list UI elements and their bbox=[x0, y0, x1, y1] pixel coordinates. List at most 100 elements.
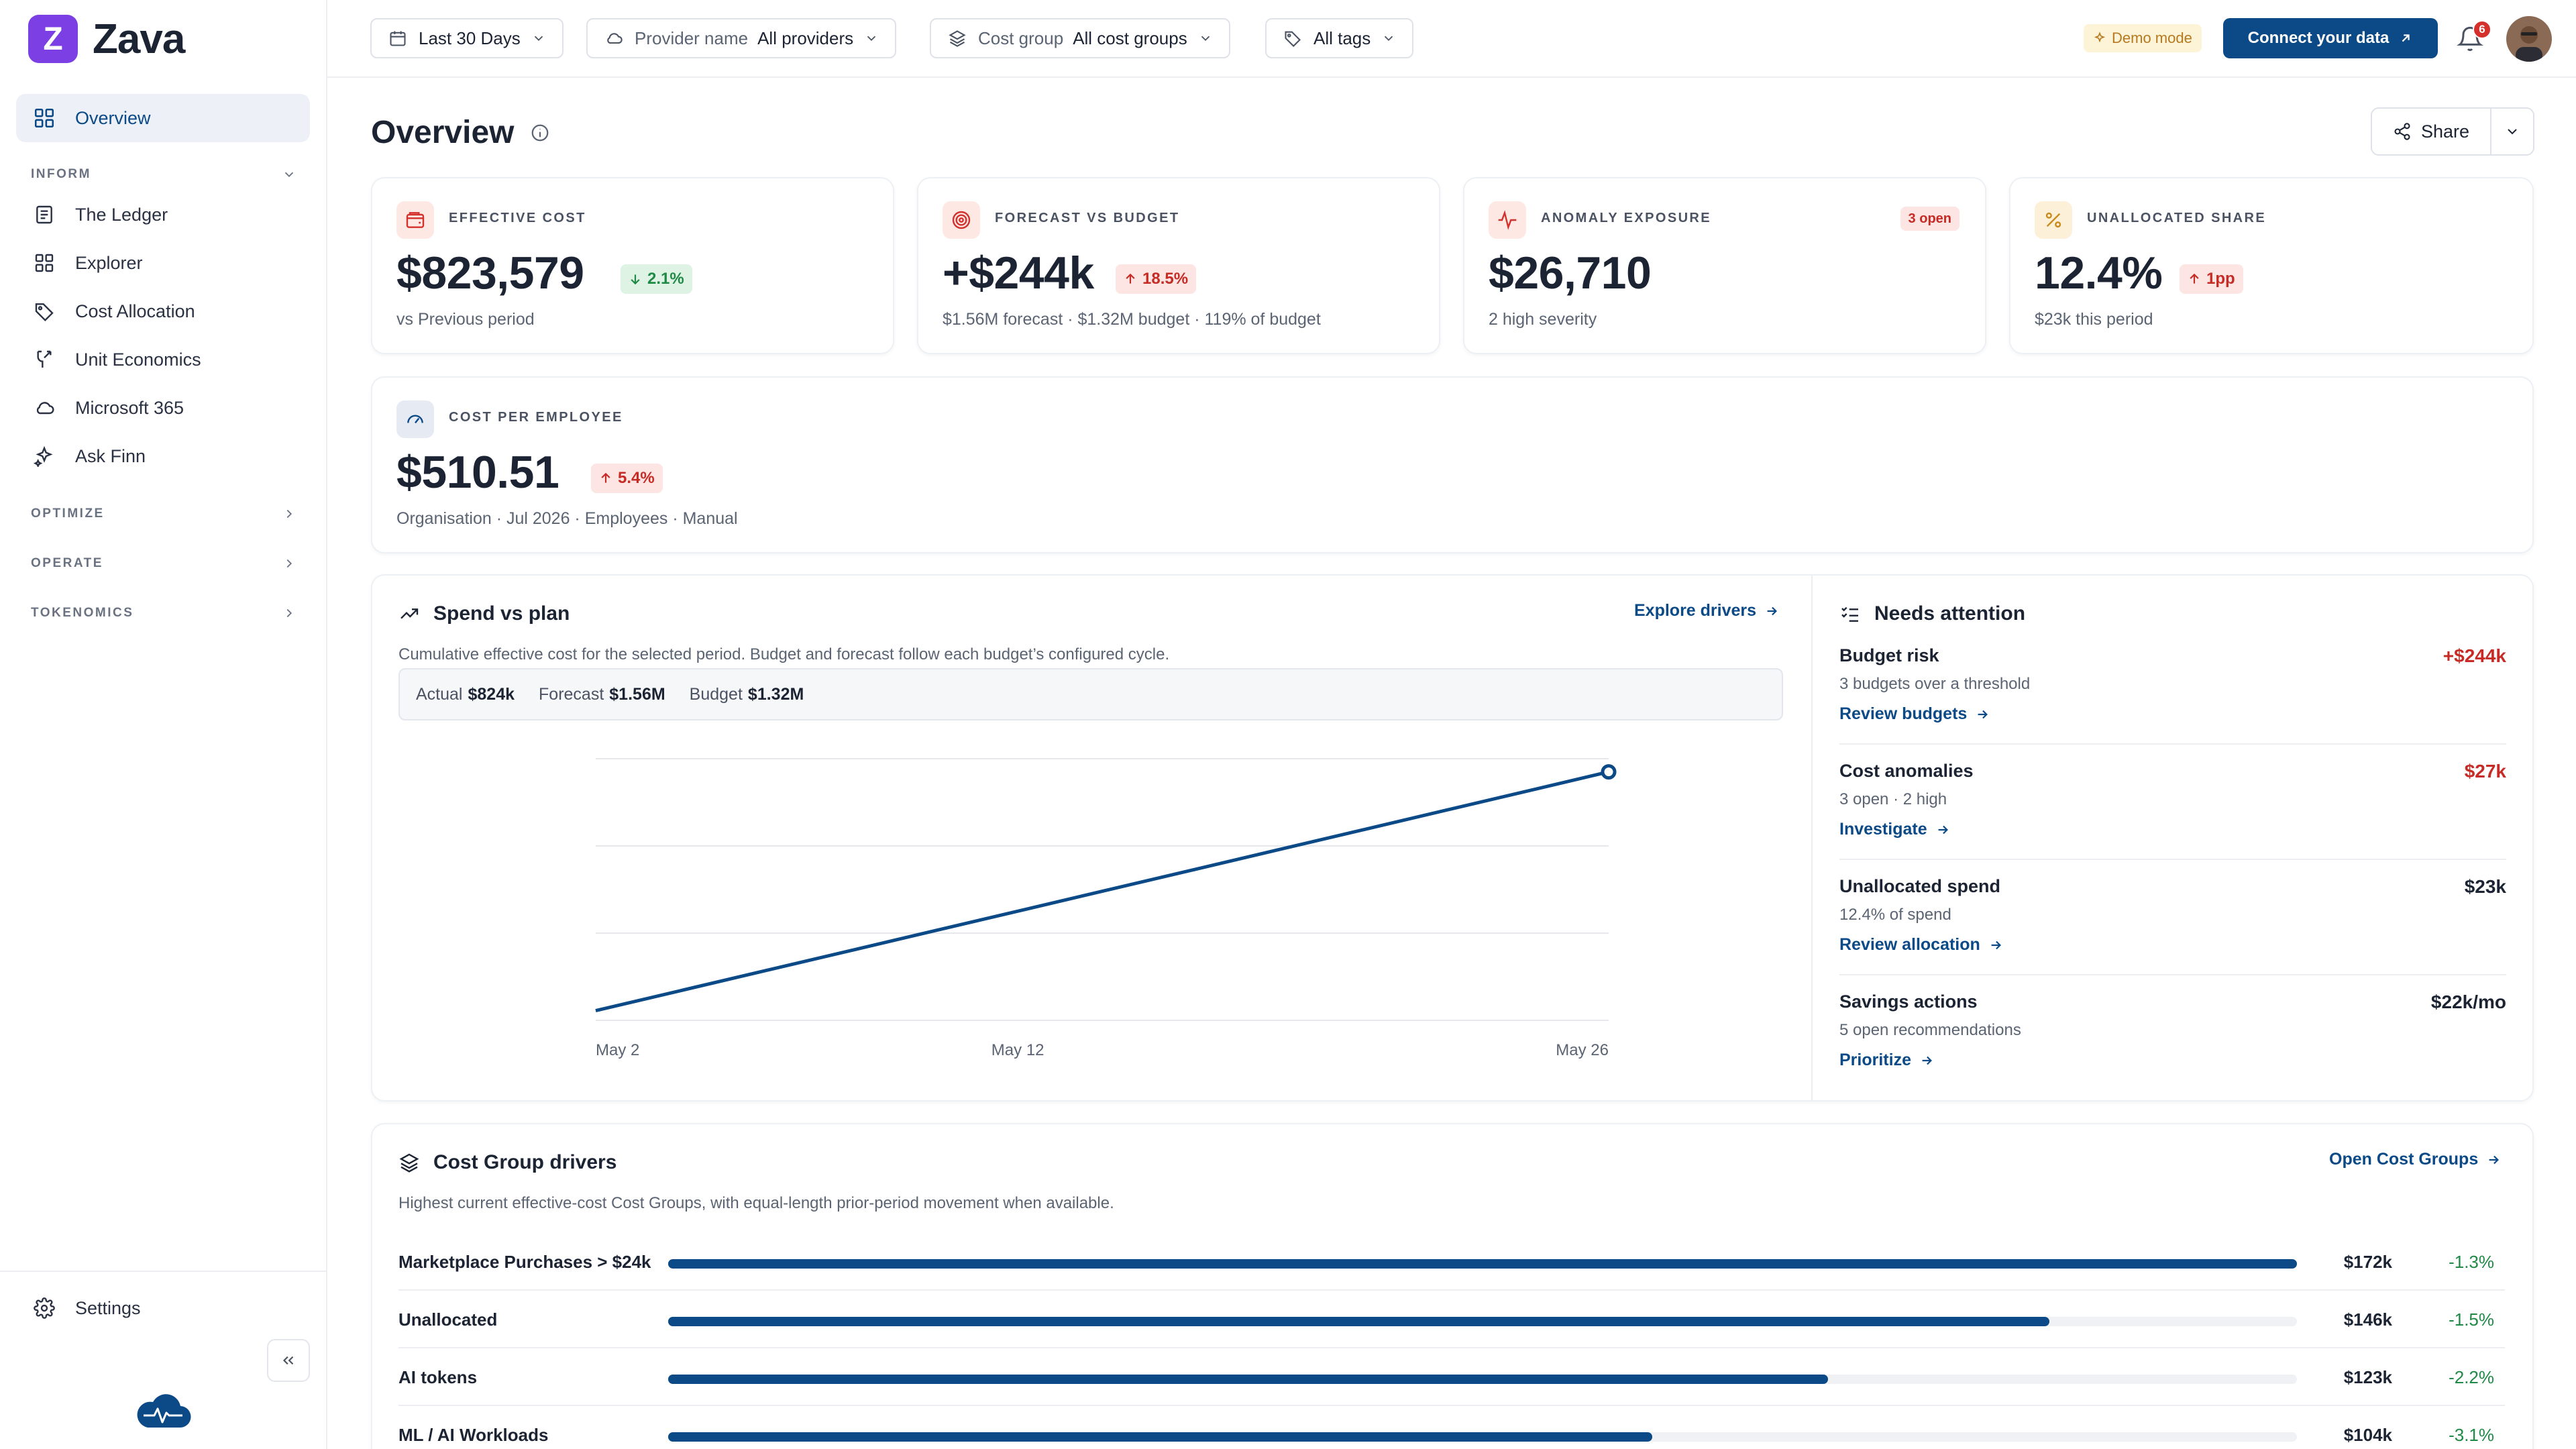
tags-filter[interactable]: All tags bbox=[1265, 18, 1414, 58]
sidebar-item-cost-allocation[interactable]: Cost Allocation bbox=[16, 287, 310, 335]
dashboard-icon bbox=[31, 105, 58, 131]
sidebar-item-label: Ask Finn bbox=[75, 445, 146, 466]
action-label: Review budgets bbox=[1839, 704, 1968, 723]
sidebar-item-microsoft-365[interactable]: Microsoft 365 bbox=[16, 384, 310, 432]
chevron-down-icon bbox=[1381, 31, 1396, 46]
review-budgets-link[interactable]: Review budgets bbox=[1839, 704, 1990, 724]
kpi-label: ANOMALY EXPOSURE bbox=[1541, 211, 1712, 225]
section-title-text: Cost Group drivers bbox=[433, 1151, 617, 1173]
page-title-text: Overview bbox=[371, 115, 515, 150]
prioritize-link[interactable]: Prioritize bbox=[1839, 1051, 1934, 1070]
driver-row[interactable]: AI tokens $123k -2.2% bbox=[398, 1348, 2505, 1406]
driver-bar-fill bbox=[668, 1375, 1828, 1384]
info-icon[interactable] bbox=[530, 123, 550, 143]
sidebar-item-settings[interactable]: Settings bbox=[16, 1284, 310, 1332]
app-logo[interactable]: Z Zava bbox=[28, 15, 185, 63]
attention-value: $22k/mo bbox=[2430, 991, 2506, 1012]
investigate-link[interactable]: Investigate bbox=[1839, 820, 1950, 839]
legend-budget: Budget $1.32M bbox=[690, 685, 804, 704]
driver-name: Unallocated bbox=[398, 1309, 498, 1330]
sparkle-icon bbox=[2093, 32, 2106, 45]
kpi-delta-value: 5.4% bbox=[618, 469, 655, 487]
sidebar-item-label: Microsoft 365 bbox=[75, 397, 184, 418]
link-label: Explore drivers bbox=[1634, 601, 1757, 620]
provider-filter[interactable]: Provider name All providers bbox=[586, 18, 897, 58]
attention-title: Unallocated spend bbox=[1839, 876, 2001, 896]
section-title-text: Needs attention bbox=[1874, 602, 2026, 625]
legend-label: Actual bbox=[416, 684, 463, 704]
cost-group-filter[interactable]: Cost group All cost groups bbox=[930, 18, 1230, 58]
kpi-delta: 18.5% bbox=[1116, 264, 1197, 294]
kpi-card-cost-per-employee[interactable]: COST PER EMPLOYEE $510.51 5.4% Organisat… bbox=[371, 376, 2534, 553]
sidebar-item-label: Settings bbox=[75, 1297, 141, 1318]
kpi-subtext: Organisation · Jul 2026 · Employees · Ma… bbox=[396, 509, 738, 528]
calendar-icon bbox=[388, 28, 408, 48]
share-button[interactable]: Share bbox=[2372, 109, 2491, 154]
kpi-label: UNALLOCATED SHARE bbox=[2087, 211, 2267, 225]
driver-amount: $146k bbox=[2343, 1309, 2392, 1330]
divider bbox=[1839, 974, 2506, 975]
driver-name: AI tokens bbox=[398, 1367, 478, 1387]
sidebar-item-label: The Ledger bbox=[75, 204, 168, 225]
sidebar-section-inform[interactable]: INFORM bbox=[31, 161, 297, 188]
section-label: TOKENOMICS bbox=[31, 606, 134, 620]
cost-group-drivers-card bbox=[371, 1123, 2534, 1449]
chevron-down-icon bbox=[1198, 31, 1213, 46]
kpi-value: $823,579 bbox=[396, 248, 584, 299]
action-label: Prioritize bbox=[1839, 1051, 1911, 1069]
kpi-card-effective-cost[interactable]: EFFECTIVE COST $823,579 2.1% vs Previous… bbox=[371, 177, 894, 354]
provider-value: All providers bbox=[757, 28, 854, 48]
driver-bar-track bbox=[668, 1375, 2297, 1384]
demo-mode-badge: Demo mode bbox=[2084, 24, 2202, 52]
review-allocation-link[interactable]: Review allocation bbox=[1839, 935, 2003, 955]
attention-item-savings-actions: Savings actions $22k/mo 5 open recommend… bbox=[1839, 991, 2506, 1072]
collapse-sidebar-button[interactable] bbox=[267, 1339, 310, 1382]
share-options-button[interactable] bbox=[2491, 123, 2533, 140]
tags-value: All tags bbox=[1313, 28, 1371, 48]
spend-vs-plan-description: Cumulative effective cost for the select… bbox=[398, 645, 1170, 663]
sidebar-item-unit-economics[interactable]: Unit Economics bbox=[16, 335, 310, 384]
sidebar-item-explorer[interactable]: Explorer bbox=[16, 239, 310, 287]
arrow-up-right-icon bbox=[2398, 31, 2413, 46]
connect-label: Connect your data bbox=[2247, 29, 2390, 47]
cost-group-drivers-title: Cost Group drivers bbox=[398, 1151, 616, 1174]
data-point-actual-end bbox=[1601, 764, 1617, 780]
attention-title: Cost anomalies bbox=[1839, 761, 1974, 781]
spend-vs-plan-chart[interactable] bbox=[398, 738, 1783, 1046]
attention-title: Budget risk bbox=[1839, 645, 1939, 665]
kpi-label: COST PER EMPLOYEE bbox=[449, 410, 623, 425]
kpi-card-forecast-vs-budget[interactable]: FORECAST VS BUDGET +$244k 18.5% $1.56M f… bbox=[917, 177, 1440, 354]
legend-label: Budget bbox=[689, 684, 743, 704]
x-tick-label: May 12 bbox=[991, 1041, 1044, 1059]
connect-data-button[interactable]: Connect your data bbox=[2223, 18, 2438, 58]
arrow-up-icon bbox=[1126, 273, 1135, 284]
sidebar-item-ask-finn[interactable]: Ask Finn bbox=[16, 432, 310, 480]
kpi-card-unallocated-share[interactable]: UNALLOCATED SHARE 12.4% 1pp $23k this pe… bbox=[2009, 177, 2534, 354]
kpi-card-anomaly-exposure[interactable]: ANOMALY EXPOSURE 3 open $26,710 2 high s… bbox=[1463, 177, 1986, 354]
page-title: Overview bbox=[371, 114, 550, 151]
driver-row[interactable]: Marketplace Purchases > $24k $172k -1.3% bbox=[398, 1233, 2505, 1291]
kpi-delta-value: 1pp bbox=[2206, 270, 2235, 288]
kpi-subtext: $1.56M forecast · $1.32M budget · 119% o… bbox=[943, 310, 1321, 329]
arrow-right-icon bbox=[1991, 941, 2001, 949]
driver-row[interactable]: Unallocated $146k -1.5% bbox=[398, 1291, 2505, 1348]
series-line-actual bbox=[595, 770, 1609, 1012]
sidebar-item-overview[interactable]: Overview bbox=[16, 94, 310, 142]
bell-icon[interactable] bbox=[2457, 25, 2483, 52]
chevron-down-icon bbox=[864, 31, 879, 46]
user-avatar[interactable] bbox=[2506, 16, 2552, 62]
cost-group-value: All cost groups bbox=[1073, 28, 1187, 48]
open-cost-groups-link[interactable]: Open Cost Groups bbox=[2329, 1150, 2501, 1169]
sidebar-section-operate[interactable]: OPERATE bbox=[31, 550, 297, 577]
attention-item-budget-risk: Budget risk +$244k 3 budgets over a thre… bbox=[1839, 645, 2506, 726]
panel-divider bbox=[1811, 576, 1813, 1100]
sidebar-section-tokenomics[interactable]: TOKENOMICS bbox=[31, 600, 297, 627]
arrow-right-icon bbox=[2489, 1155, 2500, 1164]
sidebar-section-optimize[interactable]: OPTIMIZE bbox=[31, 500, 297, 527]
explore-drivers-link[interactable]: Explore drivers bbox=[1634, 601, 1779, 621]
sidebar-item-label: Explorer bbox=[75, 252, 143, 273]
date-range-filter[interactable]: Last 30 Days bbox=[370, 18, 564, 58]
sidebar-item-the-ledger[interactable]: The Ledger bbox=[16, 191, 310, 239]
driver-row[interactable]: ML / AI Workloads $104k -3.1% bbox=[398, 1406, 2505, 1449]
legend-value: $1.32M bbox=[747, 684, 804, 704]
